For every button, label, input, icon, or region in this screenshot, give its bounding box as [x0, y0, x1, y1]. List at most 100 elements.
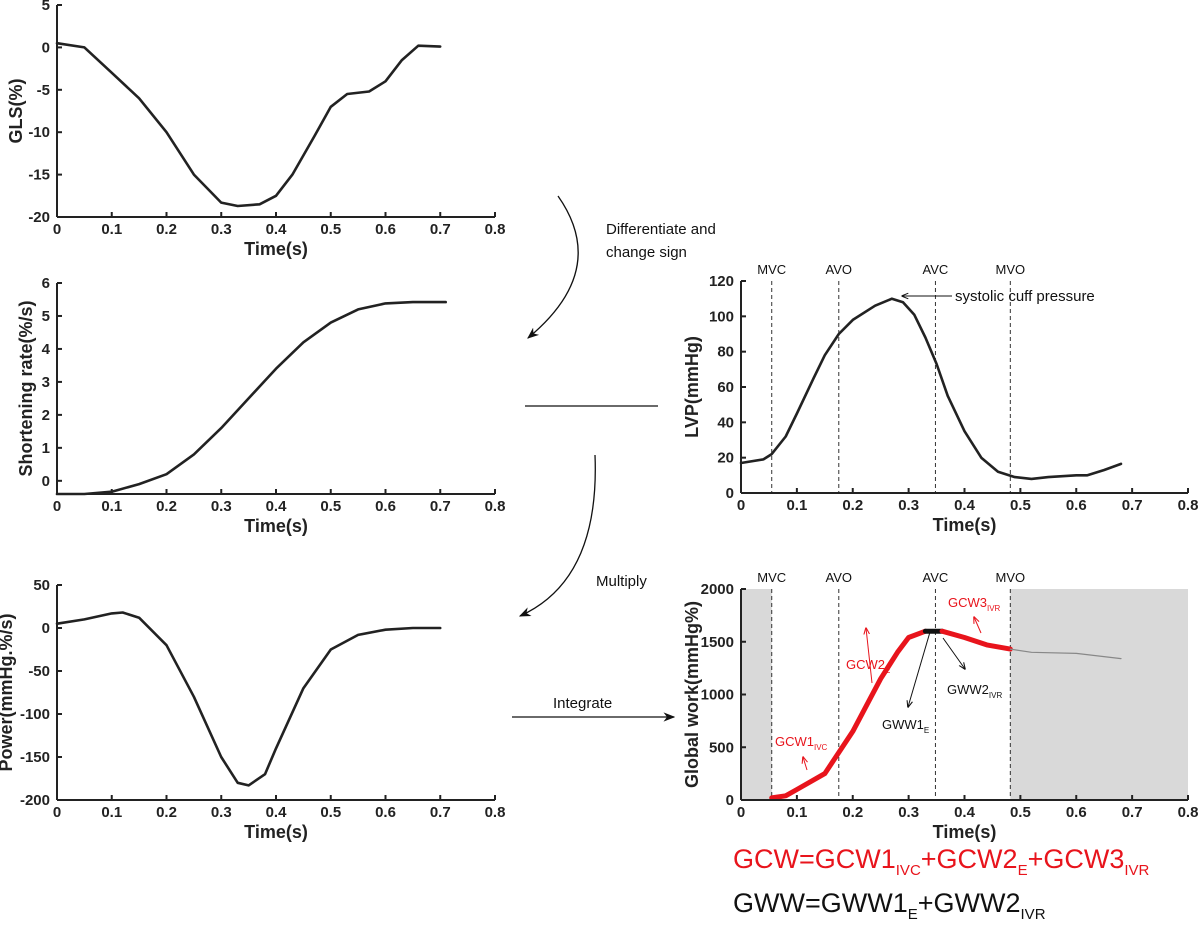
x-tick-label: 0	[53, 221, 61, 238]
event-label-mvo: MVO	[996, 262, 1026, 277]
y-tick-label: 5	[42, 0, 50, 14]
x-tick-label: 0.1	[101, 804, 122, 821]
y-tick-label: 0	[42, 473, 50, 490]
y-tick-label: 120	[709, 273, 734, 290]
y-axis-label: LVP(mmHg)	[682, 336, 702, 438]
gww1-arrow	[908, 631, 931, 707]
gww2-label: GWW2IVR	[947, 682, 1002, 700]
series-line	[769, 628, 928, 801]
x-tick-label: 0.5	[1010, 497, 1031, 514]
x-tick-label: 0.8	[485, 498, 506, 515]
x-tick-label: 0.8	[1178, 497, 1199, 514]
y-tick-label: 3	[42, 374, 50, 391]
y-tick-label: 1	[42, 440, 50, 457]
gww-formula: GWW=GWW1E+GWW2IVR	[733, 888, 1046, 923]
chart-shortening: 0 0.1 0.2 0.3 0.4 0.5 0.6 0.7 0.8 6 5 4 3 2 1 0 Time(s) S…	[16, 275, 505, 536]
y-tick-label: -10	[28, 124, 50, 141]
x-tick-label: 0.8	[485, 221, 506, 238]
gcw1-label: GCW1IVC	[775, 734, 828, 752]
work-annotations: GCW1IVC GCW2E GCW3IVR GWW1E GWW2IVR	[775, 595, 1002, 771]
x-tick-label: 0.3	[211, 804, 232, 821]
systolic-cuff-annotation: systolic cuff pressure	[902, 288, 1095, 305]
series-line	[55, 611, 442, 787]
y-tick-label: 500	[709, 739, 734, 756]
gww1-label: GWW1E	[882, 717, 929, 735]
y-tick-label: -150	[20, 749, 50, 766]
y-tick-label: 40	[717, 414, 734, 431]
y-tick-label: 100	[709, 308, 734, 325]
flow-arrows: Differentiate and change sign Multiply I…	[512, 195, 716, 722]
x-tick-label: 0.6	[1066, 804, 1087, 821]
y-tick-label: 4	[42, 341, 51, 358]
y-tick-label: 1500	[701, 634, 734, 651]
x-tick-label: 0.6	[1066, 497, 1087, 514]
y-axis-label: Global work(mmHg%)	[682, 601, 702, 788]
x-tick-label: 0.5	[320, 804, 341, 821]
y-tick-label: 0	[42, 39, 50, 56]
x-tick-label: 0.1	[101, 221, 122, 238]
event-label-avo: AVO	[826, 262, 853, 277]
y-tick-label: 2	[42, 407, 50, 424]
chart-lvp: MVC AVO AVC MVO 0 0.1 0.2 0.3 0.4 0.5 0.6 0.7 0.8 120…	[682, 262, 1198, 535]
y-tick-label: -5	[37, 82, 50, 99]
chart-global-work: MVC AVO AVC MVO 0 0.1 0.2 0.3 0.4 0.5 0.6 0.7 0.8 200…	[682, 570, 1198, 842]
y-tick-label: -20	[28, 209, 50, 226]
x-tick-label: 0.1	[786, 804, 807, 821]
event-label-mvc: MVC	[757, 262, 786, 277]
x-tick-label: 0.2	[156, 498, 177, 515]
x-tick-label: 0.7	[430, 221, 451, 238]
gcw2-arrow	[866, 628, 873, 684]
y-axis-label: GLS(%)	[6, 78, 26, 143]
x-tick-label: 0.3	[211, 221, 232, 238]
y-tick-label: 0	[726, 485, 734, 502]
x-tick-label: 0.8	[485, 804, 506, 821]
shaded-region	[741, 589, 772, 800]
y-axis-label: Power(mmHg.%/s)	[0, 613, 16, 771]
x-tick-label: 0.2	[156, 221, 177, 238]
y-tick-label: -15	[28, 167, 50, 184]
chart-power: 0 0.1 0.2 0.3 0.4 0.5 0.6 0.7 0.8 50 0 -50 -100 -150 -…	[0, 577, 505, 842]
y-tick-label: -50	[28, 663, 50, 680]
x-tick-label: 0.7	[430, 804, 451, 821]
y-tick-label: 1000	[701, 687, 734, 704]
x-tick-label: 0	[53, 498, 61, 515]
x-tick-label: 0.7	[1122, 804, 1143, 821]
x-tick-label: 0.4	[266, 498, 288, 515]
integrate-label: Integrate	[553, 695, 612, 712]
y-axis-label: Shortening rate(%/s)	[16, 300, 36, 476]
y-tick-label: 80	[717, 344, 734, 361]
event-label-mvc: MVC	[757, 570, 786, 585]
y-tick-label: 0	[42, 620, 50, 637]
gcw-formula: GCW=GCW1IVC+GCW2E+GCW3IVR	[733, 844, 1150, 879]
gcw3-arrow	[974, 617, 982, 634]
x-tick-label: 0.2	[842, 497, 863, 514]
x-tick-label: 0	[737, 804, 745, 821]
shaded-region	[1010, 589, 1188, 800]
gcw2-label: GCW2E	[846, 657, 890, 675]
y-tick-label: -100	[20, 706, 50, 723]
x-tick-label: 0.5	[1010, 804, 1031, 821]
differentiate-label-2: change sign	[606, 244, 687, 261]
chart-gls: 0 0.1 0.2 0.3 0.4 0.5 0.6 0.7 0.8 5 0 -5 -10 -15 -20 Ti…	[6, 0, 505, 259]
x-tick-label: 0.1	[786, 497, 807, 514]
x-tick-label: 0.4	[266, 804, 288, 821]
x-tick-label: 0.5	[320, 221, 341, 238]
x-tick-label: 0.6	[375, 221, 396, 238]
x-tick-label: 0.6	[375, 804, 396, 821]
annotation-text: systolic cuff pressure	[955, 288, 1095, 305]
x-tick-label: 0.5	[320, 498, 341, 515]
series-line	[55, 300, 447, 496]
gww2-arrow	[942, 637, 965, 669]
x-axis-label: Time(s)	[244, 516, 308, 536]
series-line	[55, 41, 442, 208]
x-tick-label: 0.4	[266, 221, 288, 238]
y-tick-label: 5	[42, 308, 50, 325]
charts: 0 0.1 0.2 0.3 0.4 0.5 0.6 0.7 0.8 5 0 -5 -10 -15 -20 Ti…	[0, 0, 1198, 842]
x-tick-label: 0	[53, 804, 61, 821]
multiply-label: Multiply	[596, 573, 647, 590]
event-label-avc: AVC	[923, 262, 949, 277]
y-tick-label: 6	[42, 275, 50, 292]
x-tick-label: 0.3	[898, 497, 919, 514]
series-line	[939, 628, 1013, 652]
